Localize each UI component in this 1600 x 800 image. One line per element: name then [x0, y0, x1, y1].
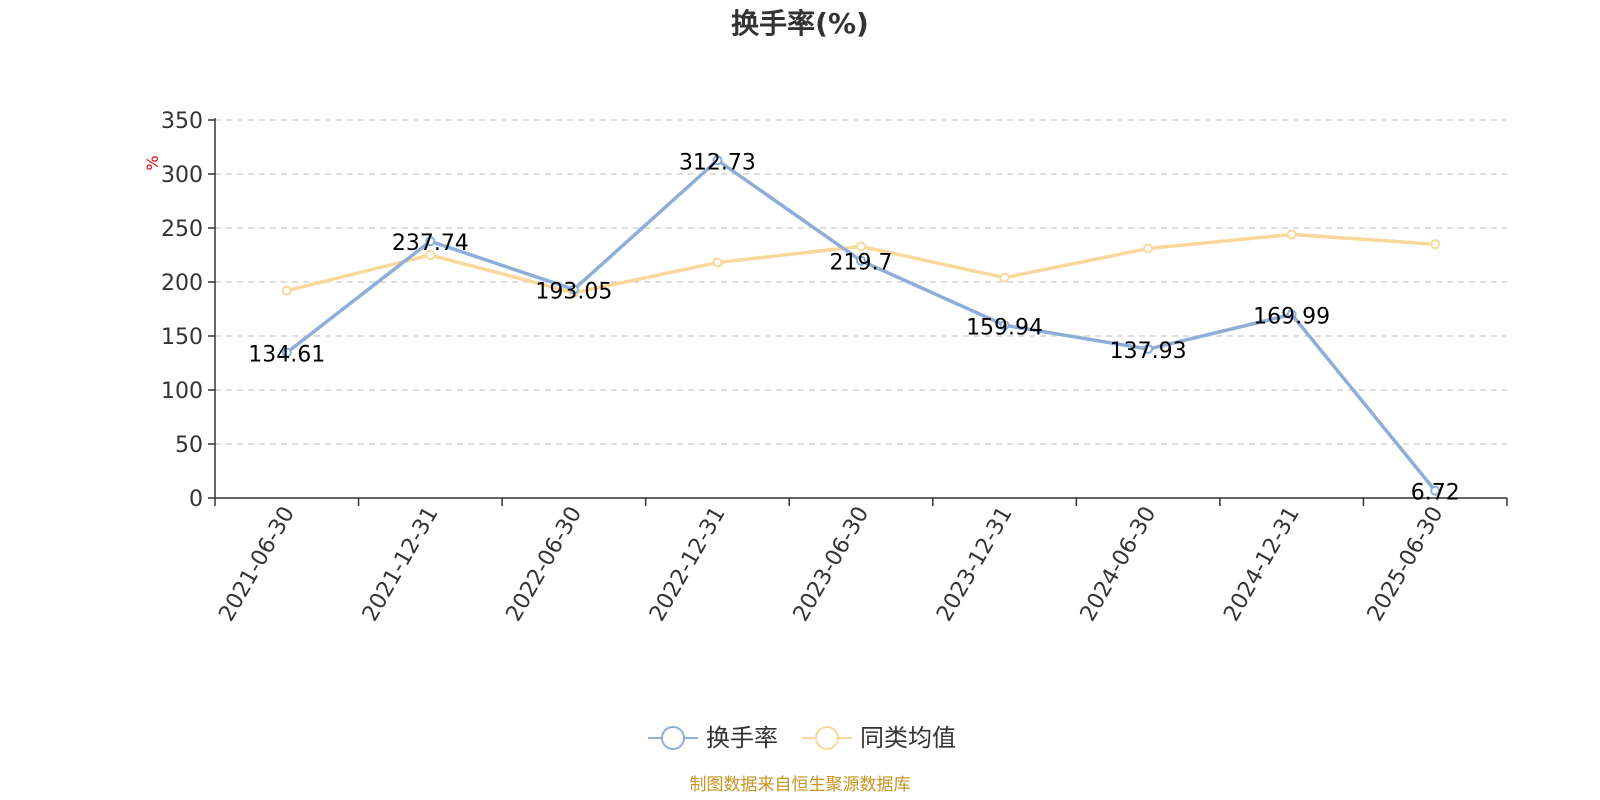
data-point [1430, 485, 1441, 496]
x-tick-label: 2021-06-30 [214, 503, 300, 626]
grid-lines [215, 119, 1507, 445]
legend[interactable]: 换手率 同类均值 [648, 724, 956, 752]
x-tick-label: 2023-12-31 [932, 503, 1018, 626]
legend-item-1[interactable]: 同类均值 [802, 724, 956, 752]
data-point [281, 347, 292, 358]
legend-item-0[interactable]: 换手率 [648, 724, 778, 752]
x-tick-label: 2023-06-30 [789, 503, 875, 626]
x-tick-label: 2021-12-31 [358, 503, 444, 626]
data-label: 193.05 [535, 280, 612, 305]
data-point [856, 255, 866, 266]
data-label: 137.93 [1110, 339, 1187, 364]
y-tick-label: 100 [161, 379, 203, 404]
x-tick-label: 2024-12-31 [1219, 503, 1305, 626]
legend-marker-icon [661, 726, 685, 750]
data-point [1143, 344, 1154, 355]
data-label: 6.72 [1411, 481, 1460, 506]
x-tick-label: 2025-06-30 [1363, 503, 1449, 626]
data-label: 134.61 [248, 343, 325, 368]
data-source-note: 制图数据来自恒生聚源数据库 [690, 775, 911, 795]
data-point [425, 250, 436, 260]
x-axis-ticks: 2021-06-30 2021-12-31 2022-06-30 2022-12-31… [214, 498, 1508, 626]
y-tick-label: 300 [161, 163, 203, 188]
data-point [425, 236, 436, 247]
series-lines [281, 155, 1441, 496]
data-point [281, 285, 292, 296]
legend-label: 同类均值 [860, 724, 956, 752]
x-tick-label: 2022-06-30 [502, 503, 588, 626]
x-tick-label: 2022-12-31 [645, 503, 731, 626]
y-tick-label: 50 [175, 433, 203, 458]
data-labels: 134.61 237.74 193.05 312.73 219.7 159.94 137.9… [248, 150, 1459, 505]
data-label: 159.94 [966, 315, 1043, 340]
chart-title: 换手率(%) [731, 7, 869, 40]
data-point [1286, 309, 1297, 320]
data-label: 312.73 [679, 150, 756, 175]
data-point [1286, 229, 1297, 240]
data-label: 219.7 [830, 251, 893, 276]
y-tick-label: 200 [161, 271, 203, 296]
data-label: 169.99 [1253, 304, 1330, 329]
y-tick-label: 150 [161, 325, 203, 350]
y-tick-label: 250 [161, 217, 203, 242]
y-axis-unit: % [143, 155, 162, 170]
legend-label: 换手率 [706, 724, 778, 752]
data-point [712, 257, 723, 268]
data-label: 237.74 [392, 231, 469, 256]
x-tick-label: 2024-06-30 [1076, 503, 1162, 626]
data-point [1430, 239, 1441, 250]
data-point [712, 155, 723, 166]
data-point [999, 320, 1010, 331]
axes [214, 118, 1507, 499]
y-axis-ticks: 0 50 100 150 200 250 300 350 [161, 109, 215, 512]
y-tick-label: 0 [189, 487, 203, 512]
data-point [1143, 243, 1154, 254]
data-point [856, 241, 866, 252]
data-point [568, 284, 579, 295]
data-point [999, 272, 1010, 283]
legend-marker-icon [815, 726, 839, 750]
y-tick-label: 350 [161, 109, 203, 134]
